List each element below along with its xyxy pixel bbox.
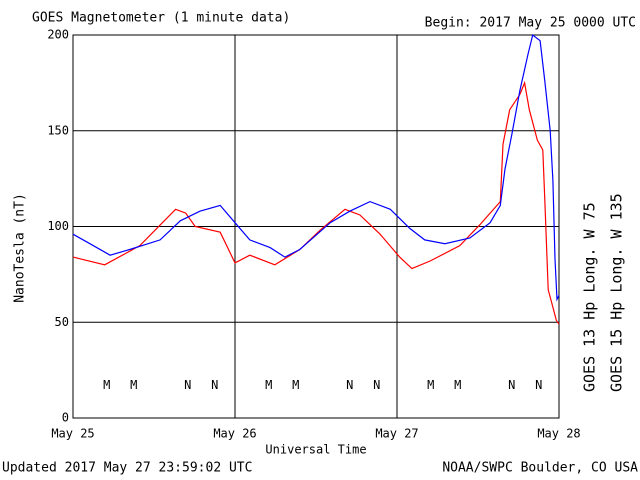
series-line — [72, 80, 560, 325]
chart-title: GOES Magnetometer (1 minute data) — [32, 11, 290, 26]
marker-label: N — [373, 378, 380, 392]
x-tick-label: May 28 — [537, 427, 580, 441]
marker-label: M — [454, 378, 461, 392]
marker-label: N — [535, 378, 542, 392]
marker-label: N — [211, 378, 218, 392]
y-axis-label: NanoTesla (nT) — [13, 193, 28, 303]
y-tick-label: 200 — [47, 28, 69, 42]
chart-subtitle: Begin: 2017 May 25 0000 UTC — [425, 16, 636, 31]
marker-label: M — [427, 378, 434, 392]
marker-label: N — [346, 378, 353, 392]
marker-label: M — [292, 378, 299, 392]
marker-label: M — [103, 378, 110, 392]
y-tick-label: 100 — [47, 219, 69, 233]
y-tick-label: 50 — [55, 315, 69, 329]
y-tick-label: 150 — [47, 123, 69, 137]
legend-label: GOES 13 Hp Long. W 75 — [581, 202, 599, 392]
marker-label: M — [130, 378, 137, 392]
footer-left: Updated 2017 May 27 23:59:02 UTC — [2, 461, 252, 476]
x-tick-label: May 26 — [213, 427, 256, 441]
series-line — [72, 33, 560, 302]
x-tick-label: May 27 — [375, 427, 418, 441]
x-tick-label: May 25 — [51, 427, 94, 441]
x-axis-label: Universal Time — [265, 443, 366, 457]
y-tick-label: 0 — [62, 411, 69, 425]
marker-label: M — [265, 378, 272, 392]
marker-label: N — [184, 378, 191, 392]
footer-right: NOAA/SWPC Boulder, CO USA — [442, 461, 638, 476]
legend-label: GOES 15 Hp Long. W 135 — [608, 193, 626, 392]
plot-frame — [72, 34, 560, 419]
marker-label: N — [508, 378, 515, 392]
